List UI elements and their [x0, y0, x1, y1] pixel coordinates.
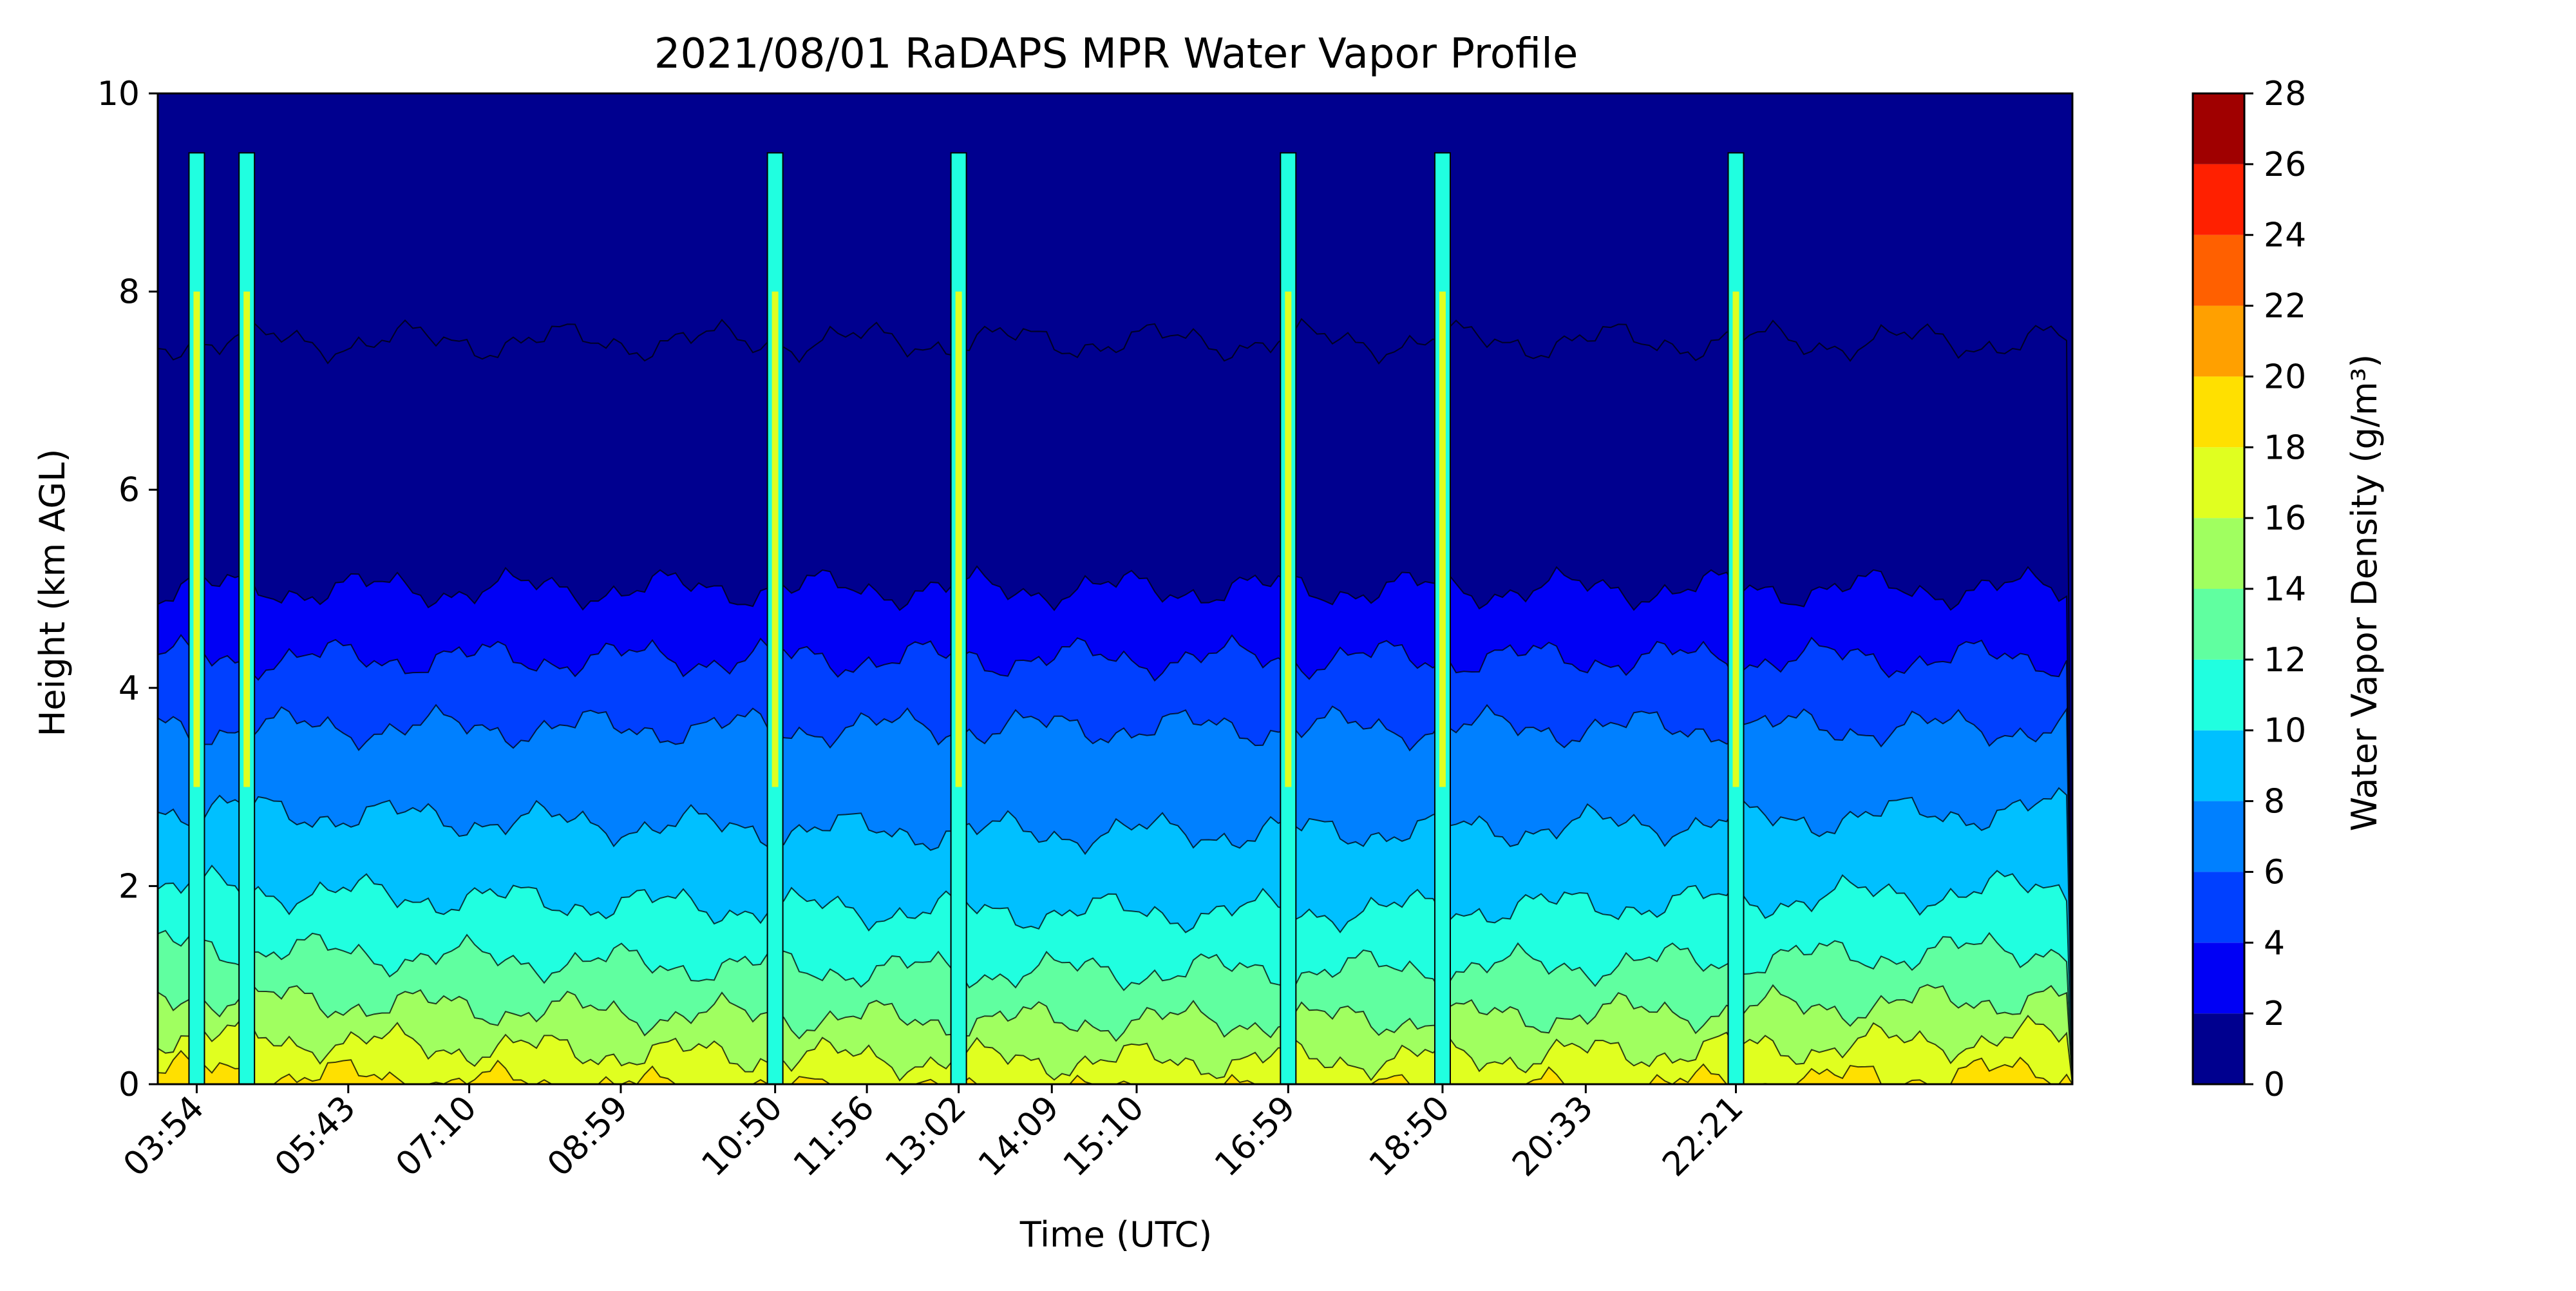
- y-tick-label: 8: [118, 273, 140, 312]
- x-tick-label: 05:43: [268, 1089, 363, 1184]
- colorbar-swatch: [2193, 659, 2244, 731]
- colorbar-swatch: [2193, 1013, 2244, 1084]
- colorbar-tick-label: 10: [2264, 712, 2306, 751]
- colorbar-tick-label: 20: [2264, 358, 2306, 396]
- colorbar-tick-label: 16: [2264, 499, 2306, 538]
- colorbar-tick-label: 26: [2264, 146, 2306, 184]
- x-tick-label: 18:50: [1362, 1089, 1457, 1184]
- chart-title: 2021/08/01 RaDAPS MPR Water Vapor Profil…: [654, 30, 1578, 78]
- colorbar-tick-label: 6: [2264, 853, 2285, 892]
- colorbar-tick-label: 2: [2264, 995, 2285, 1033]
- y-tick-label: 10: [97, 75, 140, 113]
- rain-spike: [766, 152, 784, 1084]
- colorbar-swatch: [2193, 589, 2244, 660]
- colorbar-swatch: [2193, 234, 2244, 306]
- x-tick-label: 07:10: [388, 1089, 484, 1184]
- rain-spike: [1434, 152, 1451, 1084]
- colorbar-swatch: [2193, 518, 2244, 589]
- y-tick-label: 6: [118, 471, 140, 510]
- x-tick-label: 11:56: [786, 1089, 882, 1184]
- plot-frame: [156, 92, 2074, 1085]
- x-tick-label: 14:09: [971, 1089, 1066, 1184]
- colorbar-swatch: [2193, 730, 2244, 801]
- colorbar-swatch: [2193, 447, 2244, 519]
- colorbar-tick-label: 24: [2264, 216, 2306, 255]
- colorbar-swatch: [2193, 376, 2244, 448]
- rain-spike: [1727, 152, 1745, 1084]
- x-tick-label: 20:33: [1505, 1089, 1600, 1184]
- colorbar-tick-label: 12: [2264, 641, 2306, 680]
- contour-band: [158, 1015, 2072, 1084]
- y-axis: 0 2 4 6 8 10: [97, 75, 158, 1104]
- y-tick-label: 0: [118, 1066, 140, 1104]
- plot-area: [156, 92, 2074, 1085]
- colorbar-swatch: [2193, 942, 2244, 1014]
- x-tick-label: 08:59: [540, 1089, 636, 1184]
- x-tick-label: 16:59: [1208, 1089, 1303, 1184]
- colorbar-tick-label: 22: [2264, 287, 2306, 326]
- y-tick-label: 4: [118, 669, 140, 708]
- rain-spike: [950, 152, 967, 1084]
- y-axis-label: Height (km AGL): [32, 449, 73, 737]
- x-tick-label: 22:21: [1655, 1089, 1750, 1184]
- x-tick-label: 13:02: [878, 1089, 973, 1184]
- rain-spike: [188, 152, 205, 1084]
- colorbar-swatch: [2193, 801, 2244, 872]
- x-axis: 03:54 05:43 07:10 08:59 10:5011:5613:0214:09…: [116, 1084, 1751, 1184]
- colorbar-tick-label: 0: [2264, 1066, 2285, 1104]
- rain-spike: [1280, 152, 1297, 1084]
- colorbar-tick-label: 14: [2264, 570, 2306, 609]
- colorbar-swatch: [2193, 305, 2244, 377]
- colorbar-swatch: [2193, 93, 2244, 164]
- x-tick-label: 15:10: [1056, 1089, 1151, 1184]
- x-tick-label: 10:50: [694, 1089, 790, 1184]
- colorbar-swatch: [2193, 164, 2244, 235]
- colorbar-tick-label: 8: [2264, 783, 2285, 821]
- rain-spike: [238, 152, 256, 1084]
- colorbar-swatch: [2193, 872, 2244, 943]
- field-layers: [158, 93, 2072, 1084]
- colorbar-tick-label: 28: [2264, 75, 2306, 113]
- x-axis-label: Time (UTC): [1019, 1214, 1213, 1255]
- colorbar-tick-label: 18: [2264, 428, 2306, 467]
- colorbar-tick-label: 4: [2264, 924, 2285, 962]
- colorbar-label: Water Vapor Density (g/m³): [2344, 354, 2385, 832]
- y-tick-label: 2: [118, 867, 140, 906]
